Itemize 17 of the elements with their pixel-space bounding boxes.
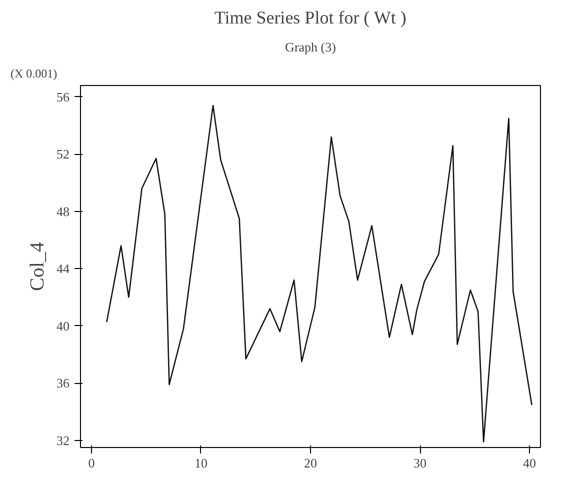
y-tick-label: 40 xyxy=(56,318,70,334)
x-tick-label: 40 xyxy=(523,456,536,470)
x-tick-label: 20 xyxy=(304,456,317,470)
chart-title: Time Series Plot for ( Wt ) xyxy=(214,8,406,28)
chart-subtitle: Graph (3) xyxy=(285,40,336,54)
y-axis-title: Col_4 xyxy=(26,242,48,291)
y-tick-label: 52 xyxy=(56,146,70,162)
text: (X 0.001) xyxy=(10,66,58,80)
x-tick-label: 30 xyxy=(414,456,427,470)
y-tick-label: 56 xyxy=(56,89,70,104)
x-tick-label: 0 xyxy=(88,456,95,470)
y-tick-label: 36 xyxy=(56,376,70,391)
y-tick-label: 32 xyxy=(56,432,70,448)
line-series xyxy=(106,104,532,442)
x-tick-label: 10 xyxy=(194,456,208,470)
y-tick-label: 44 xyxy=(56,261,70,276)
y-tick-label: 48 xyxy=(56,204,70,219)
